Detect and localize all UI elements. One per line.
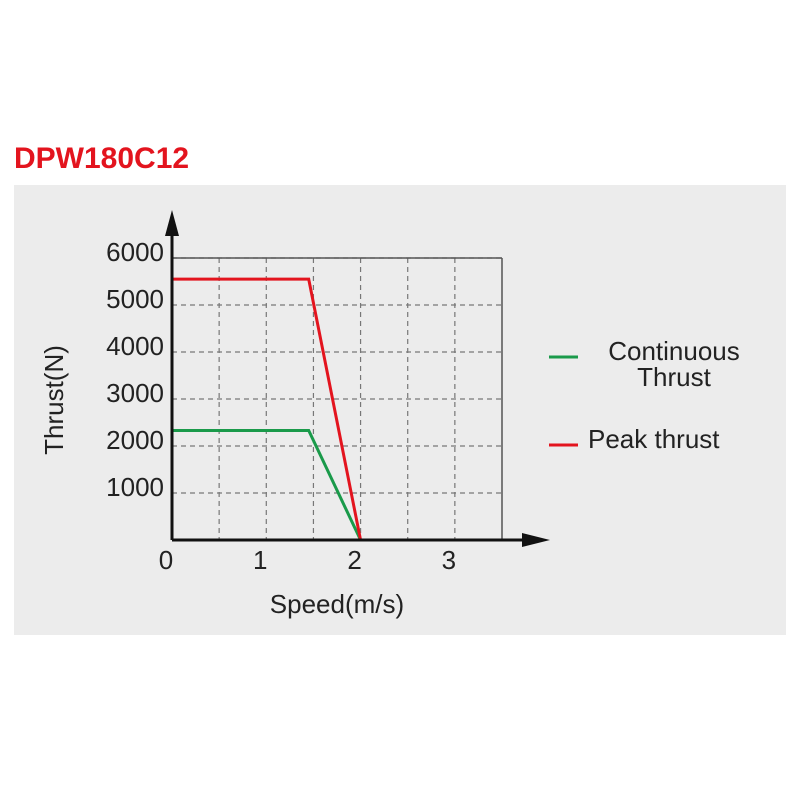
x-tick-label: 2 bbox=[347, 545, 361, 575]
series-line bbox=[172, 428, 362, 541]
legend-label: Continuous Thrust bbox=[608, 336, 740, 392]
x-axis-arrow bbox=[522, 533, 550, 547]
y-tick-label: 3000 bbox=[106, 378, 164, 408]
y-tick-label: 4000 bbox=[106, 331, 164, 361]
y-tick-label: 5000 bbox=[106, 284, 164, 314]
series-line bbox=[172, 277, 363, 541]
y-tick-label: 1000 bbox=[106, 472, 164, 502]
y-axis-label: Thrust(N) bbox=[39, 345, 69, 455]
x-tick-label: 1 bbox=[253, 545, 267, 575]
y-tick-label: 2000 bbox=[106, 425, 164, 455]
x-axis-label: Speed(m/s) bbox=[270, 589, 404, 619]
chart-title: DPW180C12 bbox=[14, 142, 190, 175]
x-tick-label: 0 bbox=[159, 545, 173, 575]
x-tick-label: 3 bbox=[442, 545, 456, 575]
y-axis-arrow bbox=[165, 210, 179, 236]
legend-label: Peak thrust bbox=[588, 424, 720, 454]
y-tick-label: 6000 bbox=[106, 237, 164, 267]
panel bbox=[14, 185, 786, 635]
